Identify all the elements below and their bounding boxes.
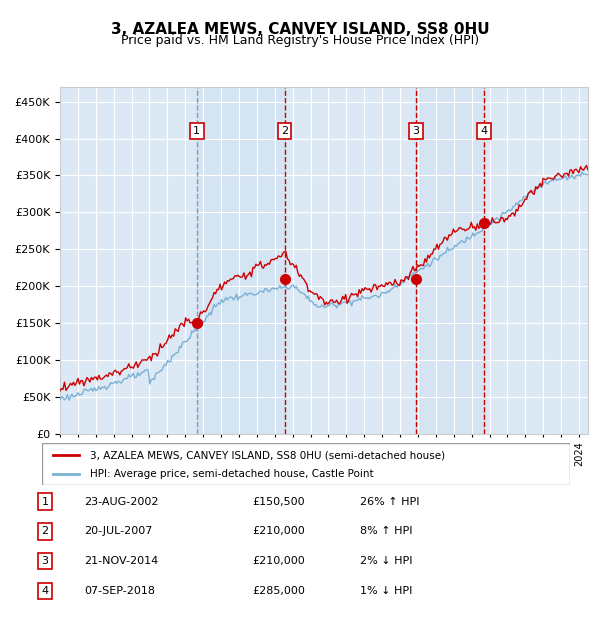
Line: HPI: Average price, semi-detached house, Castle Point: HPI: Average price, semi-detached house,… [60,172,588,401]
Text: HPI: Average price, semi-detached house, Castle Point: HPI: Average price, semi-detached house,… [89,469,373,479]
Text: 4: 4 [41,586,49,596]
Line: 3, AZALEA MEWS, CANVEY ISLAND, SS8 0HU (semi-detached house): 3, AZALEA MEWS, CANVEY ISLAND, SS8 0HU (… [60,166,588,391]
3, AZALEA MEWS, CANVEY ISLAND, SS8 0HU (semi-detached house) [209,294,216,301]
Text: 1: 1 [41,497,49,507]
3, AZALEA MEWS, CANVEY ISLAND, SS8 0HU (semi-detached house) [544,174,551,182]
Text: £150,500: £150,500 [252,497,305,507]
Text: 3: 3 [413,126,419,136]
HPI: Average price, semi-detached house, Castle Point: (2.02e+03, 3.55e+05): Average price, semi-detached house, Cast… [578,168,586,175]
HPI: Average price, semi-detached house, Castle Point: (2.02e+03, 3.45e+05): Average price, semi-detached house, Cast… [571,175,578,182]
Text: 2: 2 [41,526,49,536]
Text: 20-JUL-2007: 20-JUL-2007 [84,526,152,536]
3, AZALEA MEWS, CANVEY ISLAND, SS8 0HU (semi-detached house) [221,278,228,286]
HPI: Average price, semi-detached house, Castle Point: (2e+03, 1.85e+05): Average price, semi-detached house, Cast… [223,294,230,301]
Text: 1% ↓ HPI: 1% ↓ HPI [360,586,412,596]
Text: 23-AUG-2002: 23-AUG-2002 [84,497,158,507]
HPI: Average price, semi-detached house, Castle Point: (2e+03, 8.05e+04): Average price, semi-detached house, Cast… [125,371,133,378]
Text: 3: 3 [41,556,49,566]
HPI: Average price, semi-detached house, Castle Point: (2e+03, 4.57e+04): Average price, semi-detached house, Cast… [65,397,73,404]
Text: 2% ↓ HPI: 2% ↓ HPI [360,556,413,566]
3, AZALEA MEWS, CANVEY ISLAND, SS8 0HU (semi-detached house) [583,162,590,169]
Text: 1: 1 [193,126,200,136]
Text: 4: 4 [481,126,487,136]
3, AZALEA MEWS, CANVEY ISLAND, SS8 0HU (semi-detached house) [124,363,131,371]
Text: £210,000: £210,000 [252,526,305,536]
Text: 26% ↑ HPI: 26% ↑ HPI [360,497,419,507]
Text: 21-NOV-2014: 21-NOV-2014 [84,556,158,566]
Text: £210,000: £210,000 [252,556,305,566]
3, AZALEA MEWS, CANVEY ISLAND, SS8 0HU (semi-detached house) [56,387,64,394]
Text: 8% ↑ HPI: 8% ↑ HPI [360,526,413,536]
Text: 07-SEP-2018: 07-SEP-2018 [84,586,155,596]
HPI: Average price, semi-detached house, Castle Point: (2e+03, 4.58e+04): Average price, semi-detached house, Cast… [56,396,64,404]
Bar [416,87,484,434]
HPI: Average price, semi-detached house, Castle Point: (2.02e+03, 3.51e+05): Average price, semi-detached house, Cast… [584,171,592,179]
3, AZALEA MEWS, CANVEY ISLAND, SS8 0HU (semi-detached house) [584,166,592,174]
HPI: Average price, semi-detached house, Castle Point: (2e+03, 7.7e+04): Average price, semi-detached house, Cast… [133,373,140,381]
3, AZALEA MEWS, CANVEY ISLAND, SS8 0HU (semi-detached house) [131,361,139,368]
Text: 3, AZALEA MEWS, CANVEY ISLAND, SS8 0HU: 3, AZALEA MEWS, CANVEY ISLAND, SS8 0HU [110,22,490,37]
Text: 2: 2 [281,126,288,136]
Bar [197,87,284,434]
Text: 3, AZALEA MEWS, CANVEY ISLAND, SS8 0HU (semi-detached house): 3, AZALEA MEWS, CANVEY ISLAND, SS8 0HU (… [89,450,445,460]
Text: Price paid vs. HM Land Registry's House Price Index (HPI): Price paid vs. HM Land Registry's House … [121,34,479,47]
Text: £285,000: £285,000 [252,586,305,596]
HPI: Average price, semi-detached house, Castle Point: (2e+03, 1.75e+05): Average price, semi-detached house, Cast… [211,301,218,308]
HPI: Average price, semi-detached house, Castle Point: (2.02e+03, 3.41e+05): Average price, semi-detached house, Cast… [545,178,553,185]
3, AZALEA MEWS, CANVEY ISLAND, SS8 0HU (semi-detached house) [569,170,577,177]
